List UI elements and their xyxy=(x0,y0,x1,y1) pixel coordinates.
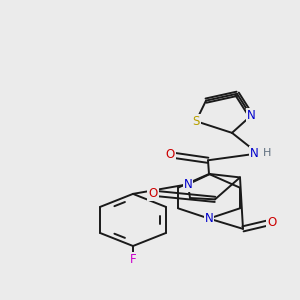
Text: O: O xyxy=(148,187,158,200)
Text: N: N xyxy=(247,109,255,122)
Text: O: O xyxy=(165,148,175,161)
Text: O: O xyxy=(267,215,277,229)
Text: N: N xyxy=(205,212,213,225)
Text: N: N xyxy=(184,178,192,191)
Text: F: F xyxy=(130,253,136,266)
Text: N: N xyxy=(250,147,259,160)
Text: H: H xyxy=(262,148,271,158)
Text: S: S xyxy=(192,115,200,128)
